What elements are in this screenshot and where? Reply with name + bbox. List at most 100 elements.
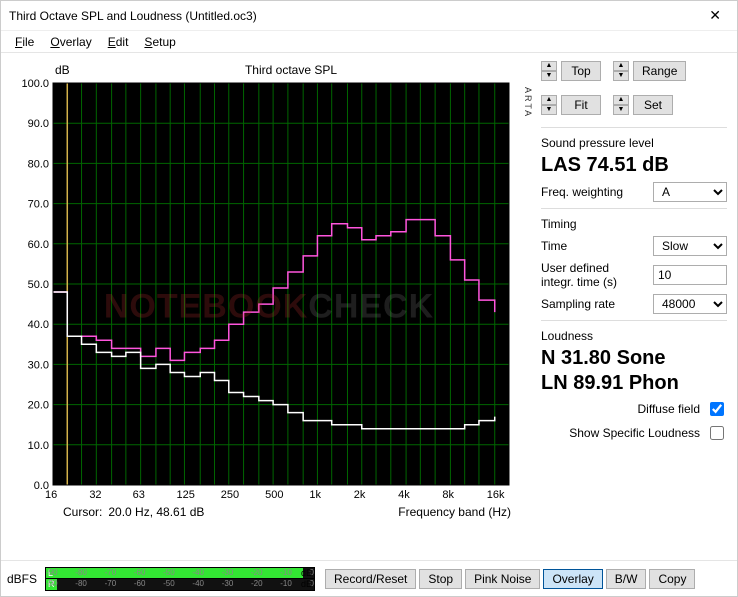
integ-label: User defined integr. time (s): [541, 261, 641, 289]
meter-tick: -30: [222, 579, 234, 590]
chevron-up-icon: ▲: [613, 95, 629, 105]
integ-input[interactable]: [653, 265, 727, 285]
stop-button[interactable]: Stop: [419, 569, 462, 589]
chevron-up-icon: ▲: [613, 61, 629, 71]
meter-tick: -30: [222, 568, 234, 579]
diffuse-checkbox[interactable]: [710, 402, 724, 416]
arta-label: ARTA: [523, 87, 533, 118]
time-label: Time: [541, 239, 567, 253]
meter-tick: -40: [192, 579, 204, 590]
cursor-label: Cursor:: [63, 505, 102, 519]
chart-xtick: 250: [221, 489, 239, 501]
loudness-section: Loudness: [541, 329, 727, 343]
chevron-down-icon: ▼: [541, 71, 557, 81]
spl-section: Sound pressure level: [541, 136, 727, 150]
chart-xtick: 2k: [354, 489, 366, 501]
chart-ylabel: dB: [55, 63, 70, 77]
top-spinner[interactable]: ▲▼: [541, 61, 557, 81]
meter-tick: -80: [75, 568, 87, 579]
window-title: Third Octave SPL and Loudness (Untitled.…: [9, 9, 701, 23]
chart-xtick: 8k: [442, 489, 454, 501]
menu-edit[interactable]: Edit: [102, 33, 135, 51]
svg-text:30.0: 30.0: [28, 359, 49, 371]
top-button[interactable]: Top: [561, 61, 601, 81]
chart-xtick: 16k: [487, 489, 505, 501]
chart-xtick: 125: [176, 489, 194, 501]
chart-xtick: 1k: [309, 489, 321, 501]
meter-tick: -10: [280, 568, 292, 579]
time-select[interactable]: Slow: [653, 236, 727, 256]
bottombar: dBFS L -90-80-70-60-50-40-30-20-100 dB R…: [1, 560, 737, 596]
menu-setup[interactable]: Setup: [138, 33, 181, 51]
chart-pane: dB Third octave SPL 100.090.080.070.060.…: [1, 53, 537, 560]
svg-text:10.0: 10.0: [28, 440, 49, 452]
spl-chart: 100.090.080.070.060.050.040.030.020.010.…: [11, 79, 521, 489]
svg-text:50.0: 50.0: [28, 279, 49, 291]
meter-tick: -70: [105, 579, 117, 590]
overlay-button[interactable]: Overlay: [543, 569, 602, 589]
set-spinner[interactable]: ▲▼: [613, 95, 629, 115]
titlebar: Third Octave SPL and Loudness (Untitled.…: [1, 1, 737, 31]
svg-text:90.0: 90.0: [28, 118, 49, 130]
copy-button[interactable]: Copy: [649, 569, 695, 589]
svg-text:40.0: 40.0: [28, 319, 49, 331]
chevron-down-icon: ▼: [613, 71, 629, 81]
level-meter: L -90-80-70-60-50-40-30-20-100 dB R -90-…: [45, 567, 315, 591]
chart-xtick: 500: [265, 489, 283, 501]
loudness-sone: N 31.80 Sone: [541, 347, 727, 370]
chevron-up-icon: ▲: [541, 61, 557, 71]
fit-spinner[interactable]: ▲▼: [541, 95, 557, 115]
close-icon[interactable]: ✕: [701, 7, 729, 24]
meter-tick: -80: [75, 579, 87, 590]
spl-readout: LAS 74.51 dB: [541, 154, 727, 177]
b-w-button[interactable]: B/W: [606, 569, 647, 589]
svg-text:70.0: 70.0: [28, 199, 49, 211]
loudness-phon: LN 89.91 Phon: [541, 372, 727, 395]
menu-file[interactable]: File: [9, 33, 40, 51]
meter-tick: -50: [163, 579, 175, 590]
chart-xtick: 16: [45, 489, 57, 501]
meter-tick: -40: [192, 568, 204, 579]
cursor-value: 20.0 Hz, 48.61 dB: [108, 505, 204, 519]
chevron-down-icon: ▼: [613, 105, 629, 115]
fit-button[interactable]: Fit: [561, 95, 601, 115]
meter-tick: -10: [280, 579, 292, 590]
range-spinner[interactable]: ▲▼: [613, 61, 629, 81]
meter-db-r: dB: [301, 579, 312, 589]
meter-tick: -20: [251, 579, 263, 590]
chart-xticks: 16 32 63 125 250 500 1k 2k 4k 8k 16k: [11, 489, 531, 503]
specific-label: Show Specific Loudness: [569, 426, 700, 440]
freq-weight-label: Freq. weighting: [541, 185, 623, 199]
chart-xlabel: Frequency band (Hz): [398, 505, 511, 519]
meter-tick: -20: [251, 568, 263, 579]
dbfs-label: dBFS: [7, 572, 37, 586]
menu-overlay[interactable]: Overlay: [44, 33, 97, 51]
pink-noise-button[interactable]: Pink Noise: [465, 569, 540, 589]
svg-text:100.0: 100.0: [21, 79, 49, 90]
chart-title: Third octave SPL: [51, 63, 531, 77]
svg-text:80.0: 80.0: [28, 158, 49, 170]
diffuse-label: Diffuse field: [638, 402, 700, 416]
chevron-down-icon: ▼: [541, 105, 557, 115]
sr-select[interactable]: 48000: [653, 294, 727, 314]
meter-db-l: dB: [301, 568, 312, 578]
svg-text:20.0: 20.0: [28, 400, 49, 412]
menubar: File Overlay Edit Setup: [1, 31, 737, 53]
freq-weight-select[interactable]: A: [653, 182, 727, 202]
meter-tick: -90: [46, 568, 58, 579]
chart-xtick: 32: [89, 489, 101, 501]
svg-text:0.0: 0.0: [34, 480, 49, 489]
record-reset-button[interactable]: Record/Reset: [325, 569, 416, 589]
controls-pane: ▲▼ Top ▲▼ Range ▲▼ Fit ▲▼ Set Sound pres…: [537, 53, 737, 560]
chart-xtick: 4k: [398, 489, 410, 501]
chart-xtick: 63: [133, 489, 145, 501]
meter-tick: -90: [46, 579, 58, 590]
meter-tick: -70: [105, 568, 117, 579]
timing-section: Timing: [541, 217, 727, 231]
sr-label: Sampling rate: [541, 297, 615, 311]
meter-tick: -60: [134, 579, 146, 590]
set-button[interactable]: Set: [633, 95, 673, 115]
range-button[interactable]: Range: [633, 61, 686, 81]
meter-tick: -60: [134, 568, 146, 579]
specific-checkbox[interactable]: [710, 426, 724, 440]
